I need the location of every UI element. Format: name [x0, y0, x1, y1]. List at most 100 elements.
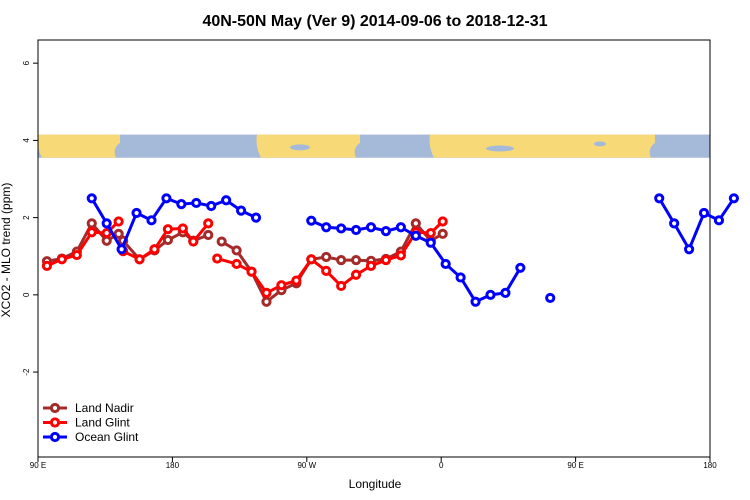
data-point [437, 216, 448, 227]
data-point [321, 222, 332, 233]
legend-marker [49, 431, 61, 443]
data-point [500, 287, 511, 299]
series-layer [41, 193, 739, 307]
data-point [86, 227, 97, 238]
data-point [437, 228, 448, 239]
data-point [261, 287, 272, 299]
data-point [149, 244, 160, 255]
data-point [380, 254, 392, 266]
data-point [101, 235, 112, 246]
y-tick-label: 2 [22, 215, 31, 220]
data-point [235, 205, 247, 216]
x-axis-label: Longitude [349, 477, 402, 491]
data-point [470, 296, 481, 307]
y-tick-label: -2 [22, 368, 31, 376]
data-point [336, 280, 347, 292]
map-lake-baikal [594, 141, 606, 147]
map-lakes [290, 144, 310, 151]
data-point [336, 223, 347, 234]
data-point [56, 254, 67, 265]
legend-label: Land Glint [75, 416, 130, 430]
data-point [425, 237, 436, 248]
data-point [250, 212, 262, 223]
legend-marker [49, 417, 61, 428]
data-point [698, 207, 710, 219]
data-point [101, 227, 112, 239]
data-point [246, 266, 257, 277]
data-point [410, 230, 421, 241]
y-tick-label: 6 [22, 60, 31, 65]
data-point [365, 260, 377, 271]
data-point [216, 236, 227, 247]
series-land-glint [41, 216, 448, 299]
data-point [713, 215, 725, 226]
data-point [380, 226, 392, 237]
series-line [216, 220, 444, 295]
data-point [161, 193, 172, 204]
series-ocean-glint [86, 193, 739, 307]
data-point [545, 292, 556, 304]
data-point [231, 258, 242, 270]
data-point [261, 296, 272, 307]
y-tick-label: 0 [22, 292, 31, 297]
x-tick-label: 90 E [30, 461, 46, 470]
data-point [116, 244, 127, 255]
data-point [113, 216, 124, 227]
x-tick-label: 90 W [297, 461, 316, 470]
map-caspian [486, 145, 514, 152]
x-tick-label: 90 E [567, 461, 583, 470]
data-point [101, 218, 112, 229]
data-point [515, 262, 526, 273]
data-point [134, 254, 145, 265]
data-point [276, 280, 287, 291]
data-point [131, 207, 142, 219]
data-point [683, 244, 695, 255]
data-point [350, 254, 362, 266]
legend-label: Land Nadir [75, 401, 134, 415]
data-point [86, 218, 97, 229]
data-point [188, 236, 199, 247]
y-axis-label: XCO2 - MLO trend (ppm) [0, 183, 13, 318]
chart-title: 40N-50N May (Ver 9) 2014-09-06 to 2018-1… [202, 13, 547, 30]
data-point [395, 250, 406, 261]
data-point [291, 275, 302, 286]
y-tick-label: 4 [22, 138, 31, 143]
data-point [306, 215, 317, 226]
x-axis: 90 E 180 90 W 0 90 E 180 [30, 457, 717, 470]
data-point [177, 223, 188, 234]
data-point [71, 249, 82, 261]
data-point [221, 195, 232, 206]
data-point [86, 193, 97, 204]
data-point [350, 269, 362, 280]
map-land-eurasia [429, 134, 655, 158]
x-tick-label: 180 [703, 461, 717, 470]
data-point [41, 260, 53, 271]
data-point [321, 251, 332, 263]
data-point [231, 245, 242, 256]
data-point [206, 200, 217, 212]
world-map-band [37, 134, 710, 158]
legend-label: Ocean Glint [75, 430, 139, 444]
data-point [365, 222, 377, 233]
data-point [485, 289, 496, 300]
data-point [176, 198, 187, 210]
y-axis: -2 0 2 4 6 [22, 60, 38, 376]
data-point [654, 193, 665, 204]
data-point [336, 254, 347, 266]
plot-frame [37, 39, 711, 458]
legend-marker [49, 402, 61, 414]
data-point [728, 193, 739, 204]
data-point [425, 227, 436, 239]
data-point [212, 253, 223, 264]
map-land-asia [37, 134, 120, 158]
series-line [220, 221, 444, 304]
data-point [410, 218, 421, 229]
data-point [191, 197, 202, 209]
x-tick-label: 180 [166, 461, 180, 470]
data-point [321, 265, 332, 276]
x-tick-label: 0 [439, 461, 444, 470]
data-point [203, 218, 214, 229]
data-point [395, 222, 406, 233]
